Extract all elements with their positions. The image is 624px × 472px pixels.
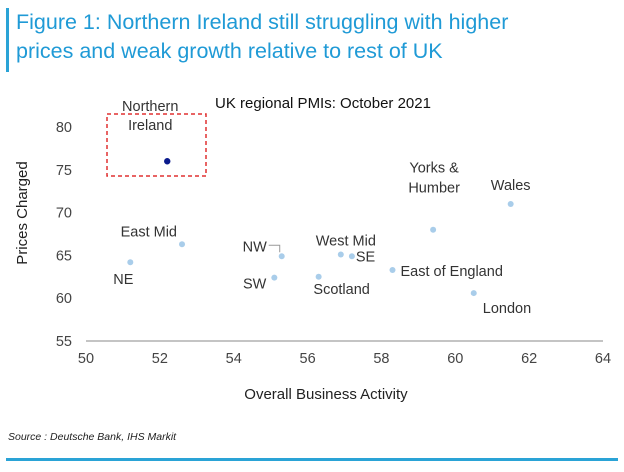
data-point-east-of-england [389, 266, 396, 273]
data-label-east-mid: East Mid [121, 224, 177, 240]
data-point-se [348, 253, 355, 260]
data-point-west-mid [337, 251, 344, 258]
chart-title: UK regional PMIs: October 2021 [215, 95, 431, 112]
data-label-sw: SW [243, 277, 267, 293]
x-tick-label: 62 [521, 351, 537, 367]
data-point-ne [127, 259, 134, 266]
source-note: Source : Deutsche Bank, IHS Markit [8, 431, 177, 443]
data-point-east-mid [179, 241, 186, 248]
y-tick-label: 60 [56, 291, 72, 307]
data-label-wales: Wales [491, 178, 531, 194]
y-tick-label: 65 [56, 248, 72, 264]
data-label-east-of-england: East of England [401, 264, 503, 280]
figure-heading-line-1: Figure 1: Northern Ireland still struggl… [16, 10, 509, 34]
x-axis-label: Overall Business Activity [244, 386, 408, 403]
y-tick-label: 75 [56, 163, 72, 179]
x-tick-label: 50 [78, 351, 94, 367]
y-tick-label: 70 [56, 206, 72, 222]
data-label-west-mid: West Mid [316, 234, 376, 250]
bottom-rule [6, 458, 618, 461]
x-tick-label: 52 [152, 351, 168, 367]
x-tick-label: 60 [447, 351, 463, 367]
x-tick-label: 54 [226, 351, 242, 367]
leader-line-nw [268, 244, 281, 253]
data-point-nw [278, 253, 285, 260]
data-point-sw [271, 274, 278, 281]
data-label-nw: NW [243, 239, 267, 255]
data-label-scotland: Scotland [313, 282, 369, 298]
y-tick-label: 80 [56, 120, 72, 136]
y-axis-label: Prices Charged [14, 161, 31, 264]
data-label-ne: NE [113, 272, 133, 288]
data-label-se: SE [356, 249, 376, 265]
x-tick-label: 58 [373, 351, 389, 367]
data-label-london: London [483, 301, 531, 317]
highlight-box [106, 113, 207, 177]
data-point-northern-ireland [164, 158, 171, 165]
x-tick-label: 64 [595, 351, 611, 367]
data-point-wales [507, 201, 514, 208]
x-tick-label: 56 [300, 351, 316, 367]
data-label-yorks-humber: Yorks & Humber [408, 161, 460, 197]
data-label-northern-ireland: Northern Ireland [122, 99, 178, 134]
figure-heading-line-2: prices and weak growth relative to rest … [16, 39, 443, 63]
data-point-london [470, 290, 477, 297]
data-point-scotland [315, 273, 322, 280]
data-point-yorks-humber [430, 226, 437, 233]
figure-heading: Figure 1: Northern Ireland still struggl… [6, 8, 618, 72]
y-tick-label: 55 [56, 334, 72, 350]
